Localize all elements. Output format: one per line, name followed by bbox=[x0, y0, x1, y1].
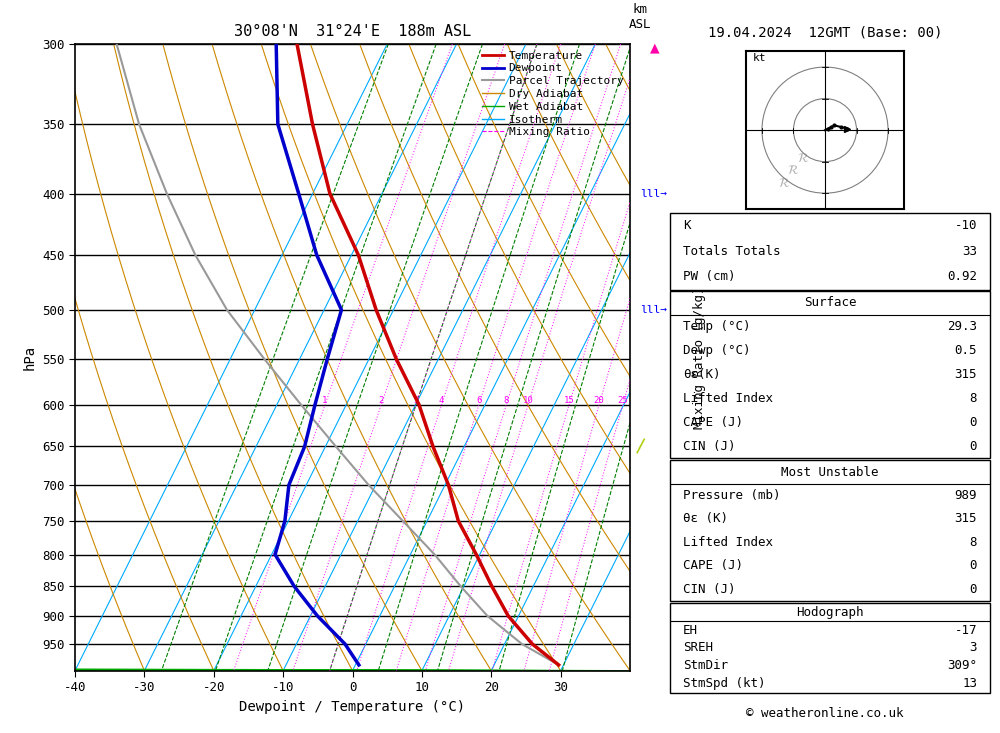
Text: K: K bbox=[683, 219, 690, 232]
Text: $\mathcal{R}$: $\mathcal{R}$ bbox=[797, 152, 809, 165]
Text: 33: 33 bbox=[962, 245, 977, 257]
Text: -10: -10 bbox=[955, 219, 977, 232]
Text: CAPE (J): CAPE (J) bbox=[683, 416, 743, 429]
Text: 13: 13 bbox=[962, 677, 977, 690]
Text: CIN (J): CIN (J) bbox=[683, 583, 735, 596]
Text: Mixing Ratio (g/kg): Mixing Ratio (g/kg) bbox=[694, 286, 706, 429]
Text: -17: -17 bbox=[955, 624, 977, 636]
Text: 10: 10 bbox=[523, 396, 533, 405]
Text: 0.5: 0.5 bbox=[955, 345, 977, 357]
Text: 989: 989 bbox=[955, 489, 977, 502]
Text: 0: 0 bbox=[970, 416, 977, 429]
Text: km
ASL: km ASL bbox=[629, 4, 651, 32]
Text: 315: 315 bbox=[955, 512, 977, 526]
Title: 30°08'N  31°24'E  188m ASL: 30°08'N 31°24'E 188m ASL bbox=[234, 23, 471, 39]
Text: StmDir: StmDir bbox=[683, 660, 728, 672]
Text: 8: 8 bbox=[504, 396, 509, 405]
Text: StmSpd (kt): StmSpd (kt) bbox=[683, 677, 765, 690]
Text: θε (K): θε (K) bbox=[683, 512, 728, 526]
Text: 1: 1 bbox=[322, 396, 328, 405]
Text: $\mathcal{R}$: $\mathcal{R}$ bbox=[787, 164, 799, 177]
Text: Dewp (°C): Dewp (°C) bbox=[683, 345, 750, 357]
Text: kt: kt bbox=[753, 53, 766, 63]
Text: Most Unstable: Most Unstable bbox=[781, 465, 879, 479]
Text: lll→: lll→ bbox=[640, 188, 667, 199]
Text: 0: 0 bbox=[970, 440, 977, 453]
Text: Lifted Index: Lifted Index bbox=[683, 536, 773, 549]
Text: 8: 8 bbox=[970, 392, 977, 405]
Text: © weatheronline.co.uk: © weatheronline.co.uk bbox=[746, 707, 904, 720]
Text: PW (cm): PW (cm) bbox=[683, 270, 735, 283]
Text: ▲: ▲ bbox=[650, 41, 660, 54]
Text: 20: 20 bbox=[594, 396, 604, 405]
Text: 2: 2 bbox=[378, 396, 384, 405]
Text: 3: 3 bbox=[413, 396, 419, 405]
Text: CAPE (J): CAPE (J) bbox=[683, 559, 743, 572]
Text: 25: 25 bbox=[617, 396, 628, 405]
Text: 0: 0 bbox=[970, 559, 977, 572]
X-axis label: Dewpoint / Temperature (°C): Dewpoint / Temperature (°C) bbox=[239, 700, 466, 714]
Text: 3: 3 bbox=[970, 641, 977, 655]
Text: 19.04.2024  12GMT (Base: 00): 19.04.2024 12GMT (Base: 00) bbox=[708, 26, 942, 40]
Y-axis label: hPa: hPa bbox=[23, 345, 37, 370]
Text: \: \ bbox=[631, 438, 649, 455]
Text: 0.92: 0.92 bbox=[947, 270, 977, 283]
Text: Pressure (mb): Pressure (mb) bbox=[683, 489, 780, 502]
Text: Surface: Surface bbox=[804, 296, 856, 309]
Text: $\mathcal{R}$: $\mathcal{R}$ bbox=[778, 177, 790, 190]
Legend: Temperature, Dewpoint, Parcel Trajectory, Dry Adiabat, Wet Adiabat, Isotherm, Mi: Temperature, Dewpoint, Parcel Trajectory… bbox=[481, 50, 624, 139]
Text: 15: 15 bbox=[564, 396, 574, 405]
Text: 6: 6 bbox=[476, 396, 481, 405]
Text: 315: 315 bbox=[955, 368, 977, 381]
Text: CIN (J): CIN (J) bbox=[683, 440, 735, 453]
Text: Hodograph: Hodograph bbox=[796, 605, 864, 619]
Text: 0: 0 bbox=[970, 583, 977, 596]
Text: Totals Totals: Totals Totals bbox=[683, 245, 780, 257]
Text: Temp (°C): Temp (°C) bbox=[683, 320, 750, 334]
Text: SREH: SREH bbox=[683, 641, 713, 655]
Text: 4: 4 bbox=[439, 396, 444, 405]
Text: 8: 8 bbox=[970, 536, 977, 549]
Text: θε(K): θε(K) bbox=[683, 368, 720, 381]
Text: 309°: 309° bbox=[947, 660, 977, 672]
Text: 29.3: 29.3 bbox=[947, 320, 977, 334]
Text: EH: EH bbox=[683, 624, 698, 636]
Text: lll→: lll→ bbox=[640, 305, 667, 315]
Text: Lifted Index: Lifted Index bbox=[683, 392, 773, 405]
